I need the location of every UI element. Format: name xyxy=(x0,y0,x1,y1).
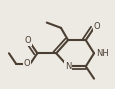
Text: O: O xyxy=(24,36,31,45)
Text: NH: NH xyxy=(96,49,108,58)
Text: O: O xyxy=(23,59,30,68)
Text: O: O xyxy=(93,22,99,31)
Text: N: N xyxy=(64,62,71,71)
